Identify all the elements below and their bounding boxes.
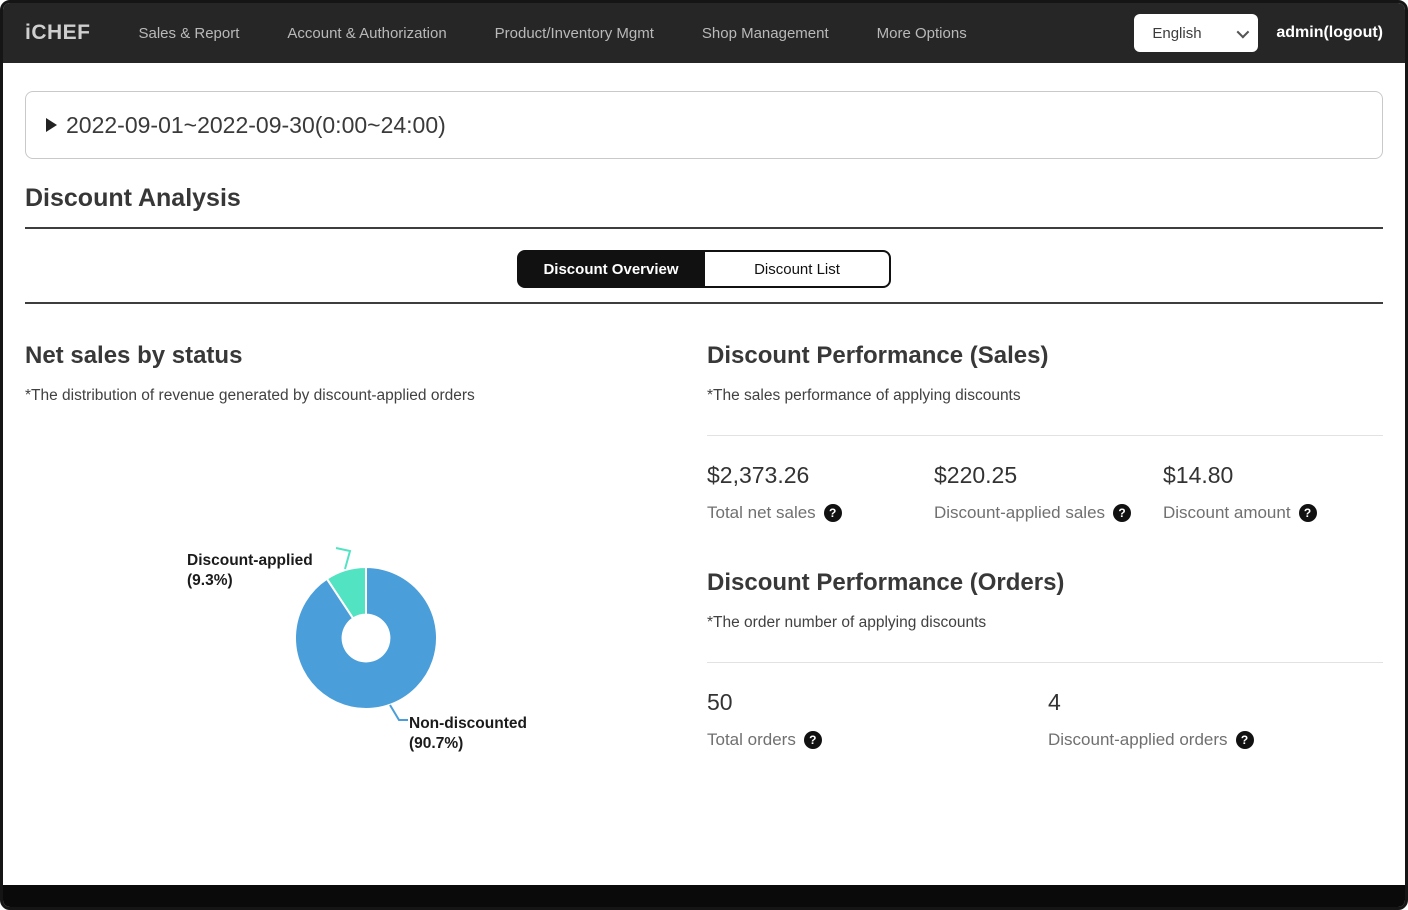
collapse-arrow-icon — [46, 118, 57, 132]
net-sales-section: Net sales by status *The distribution of… — [25, 304, 707, 785]
help-icon[interactable]: ? — [1113, 504, 1132, 522]
sales-performance-subtitle: *The sales performance of applying disco… — [707, 387, 1021, 404]
bottom-bar — [3, 885, 1405, 907]
sales-performance-block: Discount Performance (Sales) *The sales … — [707, 342, 1383, 523]
nav-sales-report[interactable]: Sales & Report — [138, 24, 240, 42]
stat-discount-applied-sales: $220.25 Discount-applied sales? — [934, 462, 1163, 523]
tab-discount-overview[interactable]: Discount Overview — [517, 250, 704, 288]
date-range-toggle[interactable]: 2022-09-01~2022-09-30(0:00~24:00) — [25, 91, 1383, 159]
orders-stats-row: 50 Total orders? 4 Discount-applied orde… — [707, 689, 1383, 750]
page-title: Discount Analysis — [25, 184, 241, 212]
main-content: 2022-09-01~2022-09-30(0:00~24:00) Discou… — [3, 63, 1405, 885]
stat-total-net-sales: $2,373.26 Total net sales? — [707, 462, 934, 523]
donut-chart-svg — [294, 547, 438, 721]
date-range-label: 2022-09-01~2022-09-30(0:00~24:00) — [66, 111, 446, 138]
total-net-sales-label: Total net sales — [707, 503, 816, 522]
orders-performance-subtitle: *The order number of applying discounts — [707, 614, 987, 631]
top-navbar: iCHEF Sales & Report Account & Authoriza… — [3, 3, 1405, 63]
net-sales-title: Net sales by status — [25, 342, 243, 369]
total-net-sales-value: $2,373.26 — [707, 462, 810, 488]
tab-discount-list[interactable]: Discount List — [704, 250, 891, 288]
nav-shop-management[interactable]: Shop Management — [701, 24, 829, 42]
help-icon[interactable]: ? — [1298, 504, 1317, 522]
help-icon[interactable]: ? — [823, 504, 842, 522]
orders-performance-title: Discount Performance (Orders) — [707, 569, 1065, 596]
orders-stats-divider — [707, 662, 1383, 663]
discount-applied-sales-value: $220.25 — [934, 462, 1018, 488]
total-orders-label: Total orders — [707, 730, 796, 749]
total-orders-value: 50 — [707, 689, 733, 715]
tab-group: Discount Overview Discount List — [25, 250, 1383, 288]
help-icon[interactable]: ? — [803, 731, 822, 749]
nav-product-inventory[interactable]: Product/Inventory Mgmt — [494, 24, 654, 42]
net-sales-subtitle: *The distribution of revenue generated b… — [25, 387, 475, 404]
stat-total-orders: 50 Total orders? — [707, 689, 1048, 750]
discount-amount-label: Discount amount — [1163, 503, 1291, 522]
pie-label-non-discounted: Non-discounted (90.7%) — [409, 715, 527, 752]
net-sales-donut-chart: Discount-applied (9.3%) Non-discounted (… — [25, 527, 685, 785]
performance-column: Discount Performance (Sales) *The sales … — [707, 304, 1383, 785]
help-icon[interactable]: ? — [1235, 731, 1254, 749]
discount-applied-sales-label: Discount-applied sales — [934, 503, 1106, 522]
app-logo[interactable]: iCHEF — [25, 21, 91, 44]
navbar-right: English admin(logout) — [1134, 14, 1383, 52]
chevron-down-icon — [1236, 25, 1250, 38]
content-columns: Net sales by status *The distribution of… — [25, 304, 1383, 785]
sales-performance-title: Discount Performance (Sales) — [707, 342, 1049, 369]
language-select[interactable]: English — [1134, 14, 1259, 52]
title-divider — [25, 227, 1383, 229]
nav-more-options[interactable]: More Options — [876, 24, 967, 42]
tabs-divider — [25, 302, 1383, 304]
language-selected-value: English — [1152, 24, 1202, 42]
sales-stats-row: $2,373.26 Total net sales? $220.25 Disco… — [707, 462, 1383, 523]
discount-applied-orders-value: 4 — [1048, 689, 1061, 715]
main-nav: Sales & Report Account & Authorization P… — [139, 25, 1135, 42]
stat-discount-amount: $14.80 Discount amount? — [1163, 462, 1317, 523]
discount-amount-value: $14.80 — [1163, 462, 1234, 488]
stat-discount-applied-orders: 4 Discount-applied orders? — [1048, 689, 1254, 750]
user-logout-link[interactable]: admin(logout) — [1276, 24, 1383, 41]
orders-performance-block: Discount Performance (Orders) *The order… — [707, 569, 1383, 750]
nav-account-authorization[interactable]: Account & Authorization — [287, 24, 447, 42]
sales-stats-divider — [707, 435, 1383, 436]
pie-label-discount-applied: Discount-applied (9.3%) — [187, 552, 313, 589]
discount-applied-orders-label: Discount-applied orders — [1048, 730, 1228, 749]
